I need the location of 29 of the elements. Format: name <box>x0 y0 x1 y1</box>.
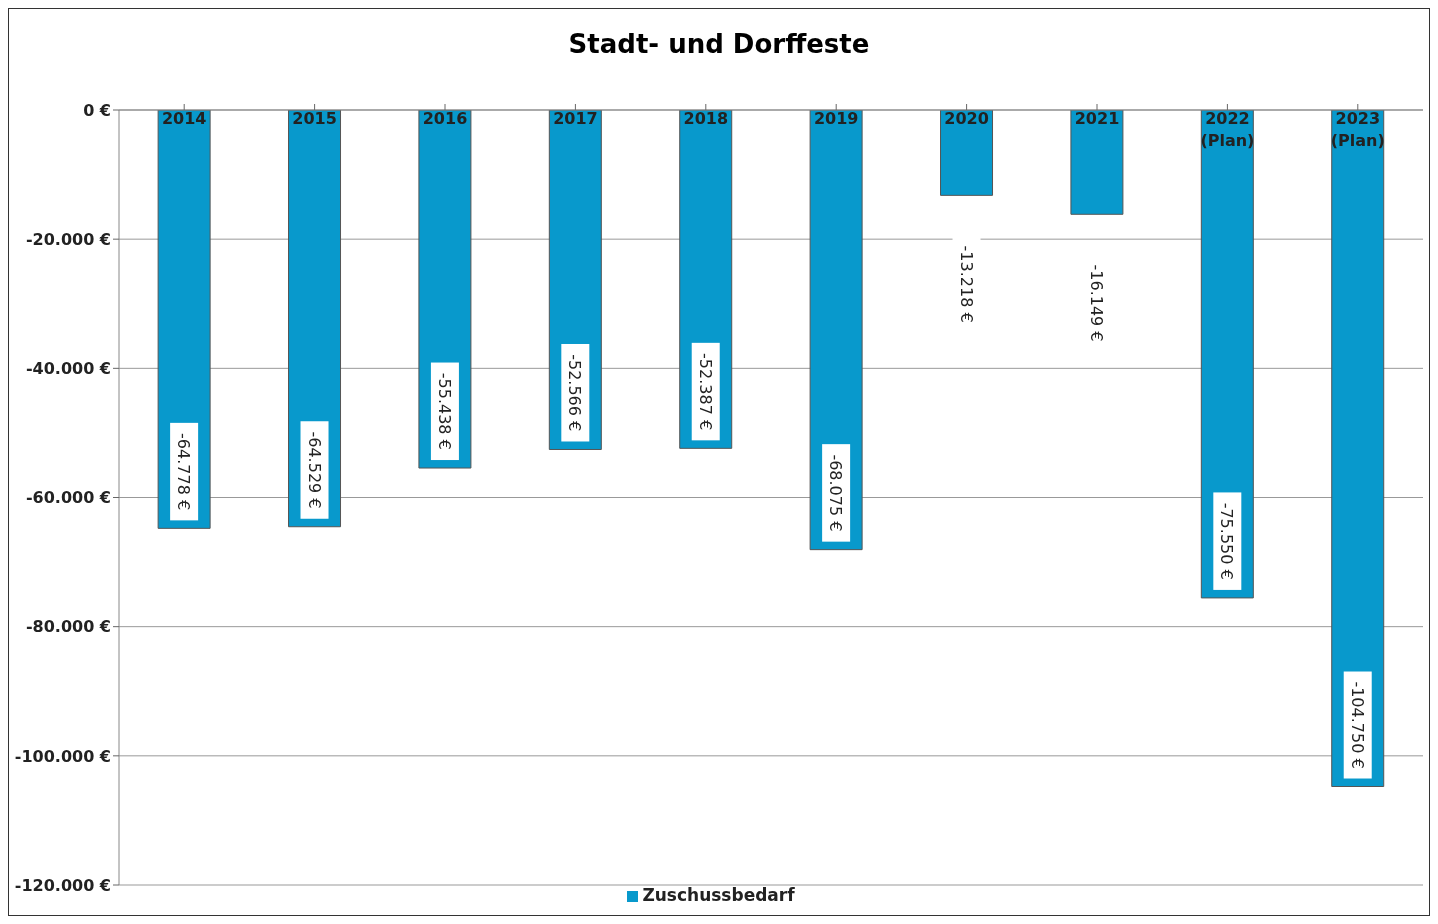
y-tick-label: -20.000 € <box>25 229 111 249</box>
data-label: -104.750 € <box>1347 681 1367 769</box>
data-label: -16.149 € <box>1086 264 1106 342</box>
x-tick-label: 2014 <box>161 109 207 128</box>
data-label: -64.529 € <box>304 431 324 509</box>
data-label: -75.550 € <box>1217 502 1237 580</box>
data-label: -52.387 € <box>695 353 715 431</box>
data-label: -55.438 € <box>434 372 454 450</box>
x-tick-label: 2016 <box>422 109 468 128</box>
x-tick-label: 2018 <box>683 109 729 128</box>
data-label: -64.778 € <box>174 433 194 511</box>
x-tick-label: 2019 <box>813 109 859 128</box>
x-tick-label: 2015 <box>292 109 337 128</box>
data-label: -52.566 € <box>565 354 585 432</box>
y-tick-label: 0 € <box>83 100 111 120</box>
x-tick-label: 2022 (Plan) <box>1200 109 1255 150</box>
x-tick-label: 2017 <box>553 109 598 128</box>
x-tick-label: 2020 <box>944 109 989 128</box>
x-tick-label: 2021 <box>1074 109 1120 128</box>
chart-title: Stadt- und Dorffeste <box>567 28 871 61</box>
data-label: -68.075 € <box>826 454 846 532</box>
data-label: -13.218 € <box>956 245 976 323</box>
y-tick-label: -80.000 € <box>25 617 111 637</box>
y-tick-label: -120.000 € <box>14 875 111 895</box>
y-tick-label: -100.000 € <box>14 746 111 766</box>
y-tick-label: -40.000 € <box>25 359 111 379</box>
y-tick-label: -60.000 € <box>25 488 111 508</box>
x-tick-label: 2023 (Plan) <box>1330 109 1385 150</box>
legend-label: Zuschussbedarf <box>642 885 795 905</box>
